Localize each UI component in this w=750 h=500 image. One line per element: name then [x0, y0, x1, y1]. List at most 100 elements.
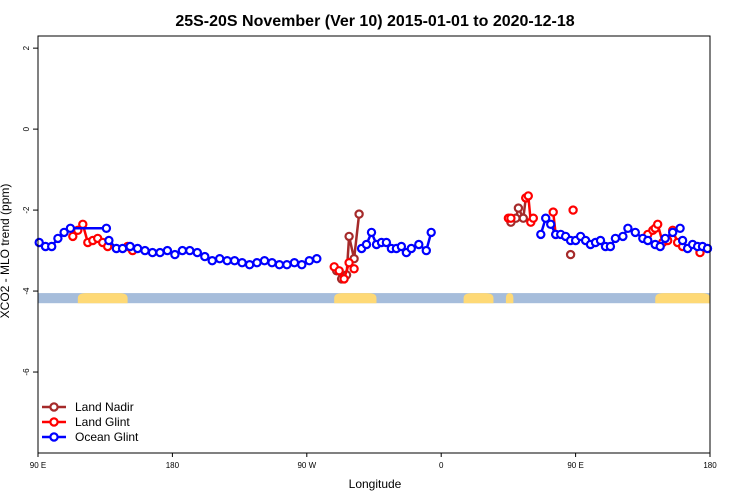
data-point — [421, 245, 431, 256]
data-point — [78, 219, 88, 229]
legend-marker — [49, 402, 59, 412]
data-point — [162, 245, 173, 256]
data-point — [655, 241, 665, 252]
data-point — [65, 223, 76, 233]
series-ocean-glint — [34, 213, 713, 270]
land-band — [463, 293, 494, 304]
y-tick-label: -4 — [22, 287, 31, 295]
data-point — [274, 260, 285, 270]
data-point — [396, 241, 407, 252]
x-axis-label: Longitude — [349, 477, 402, 491]
series-layer — [34, 191, 713, 284]
data-point — [546, 219, 556, 229]
data-point — [414, 239, 424, 250]
data-point — [528, 213, 539, 223]
data-point — [618, 231, 628, 242]
data-point — [660, 233, 670, 244]
data-point — [595, 235, 606, 246]
legend-label: Land Glint — [75, 415, 130, 429]
data-point — [541, 213, 551, 223]
data-point — [267, 258, 277, 268]
data-point — [53, 233, 63, 244]
data-point — [349, 264, 359, 274]
data-point — [170, 249, 180, 260]
x-tick-label: 180 — [703, 461, 717, 470]
data-point — [366, 227, 377, 238]
data-point — [518, 213, 529, 223]
data-point — [605, 241, 616, 252]
data-point — [304, 256, 314, 266]
data-point — [237, 258, 247, 268]
data-point — [610, 233, 621, 244]
series-land-glint — [68, 191, 705, 284]
data-point — [536, 229, 546, 240]
data-point — [361, 239, 372, 250]
data-point — [339, 274, 349, 284]
y-axis-label: XCO2 - MLO trend (ppm) — [0, 184, 12, 319]
y-tick-label: 2 — [22, 45, 31, 50]
data-point — [344, 231, 354, 242]
data-point — [523, 191, 534, 201]
data-point — [282, 260, 292, 270]
data-point — [68, 231, 78, 242]
x-tick-label: 90 E — [30, 461, 46, 470]
data-point — [155, 247, 165, 258]
data-point — [406, 243, 416, 254]
data-point — [426, 227, 436, 238]
data-point — [104, 235, 114, 246]
data-point — [668, 227, 678, 238]
data-point — [200, 251, 210, 262]
data-point — [252, 258, 262, 268]
data-point — [59, 227, 69, 238]
y-axis: 2 0 -2 -4 -6 — [22, 45, 38, 376]
x-tick-label: 90 W — [297, 461, 316, 470]
data-point — [47, 241, 57, 252]
data-point — [207, 256, 217, 266]
land-band — [77, 293, 128, 304]
y-tick-label: -6 — [22, 368, 31, 376]
legend-label: Ocean Glint — [75, 430, 139, 444]
data-point — [101, 223, 112, 233]
data-point — [214, 254, 225, 264]
data-point — [125, 241, 135, 252]
data-point — [140, 245, 150, 256]
data-point — [132, 243, 143, 254]
legend-marker — [49, 417, 59, 427]
y-tick-label: 0 — [22, 126, 31, 131]
chart-title: 25S-20S November (Ver 10) 2015-01-01 to … — [175, 13, 574, 30]
plot-frame — [37, 35, 711, 454]
land-ocean-band — [38, 293, 710, 304]
x-tick-label: 180 — [166, 461, 180, 470]
data-point — [565, 249, 576, 260]
data-point — [354, 209, 364, 219]
legend-label: Land Nadir — [75, 400, 134, 414]
y-tick-label: -2 — [22, 206, 31, 214]
data-point — [147, 247, 158, 258]
land-band — [334, 293, 377, 304]
data-point — [117, 243, 128, 254]
data-point — [34, 237, 44, 248]
data-point — [334, 266, 344, 276]
data-point — [568, 205, 578, 215]
data-point — [185, 245, 195, 256]
data-point — [222, 256, 232, 266]
data-point — [229, 256, 240, 266]
data-point — [643, 235, 653, 246]
data-point — [677, 235, 688, 246]
data-point — [289, 258, 300, 268]
data-point — [192, 247, 202, 258]
data-point — [259, 256, 270, 266]
x-axis: 90 E 180 90 W 0 90 E 180 — [30, 453, 717, 470]
land-band — [655, 293, 710, 304]
data-point — [653, 219, 663, 229]
data-point — [513, 203, 524, 213]
data-point — [244, 260, 255, 270]
legend-marker — [49, 432, 59, 442]
data-point — [702, 243, 713, 254]
data-point — [548, 207, 558, 217]
x-tick-label: 0 — [439, 461, 444, 470]
data-point — [297, 260, 307, 270]
data-point — [344, 258, 354, 268]
